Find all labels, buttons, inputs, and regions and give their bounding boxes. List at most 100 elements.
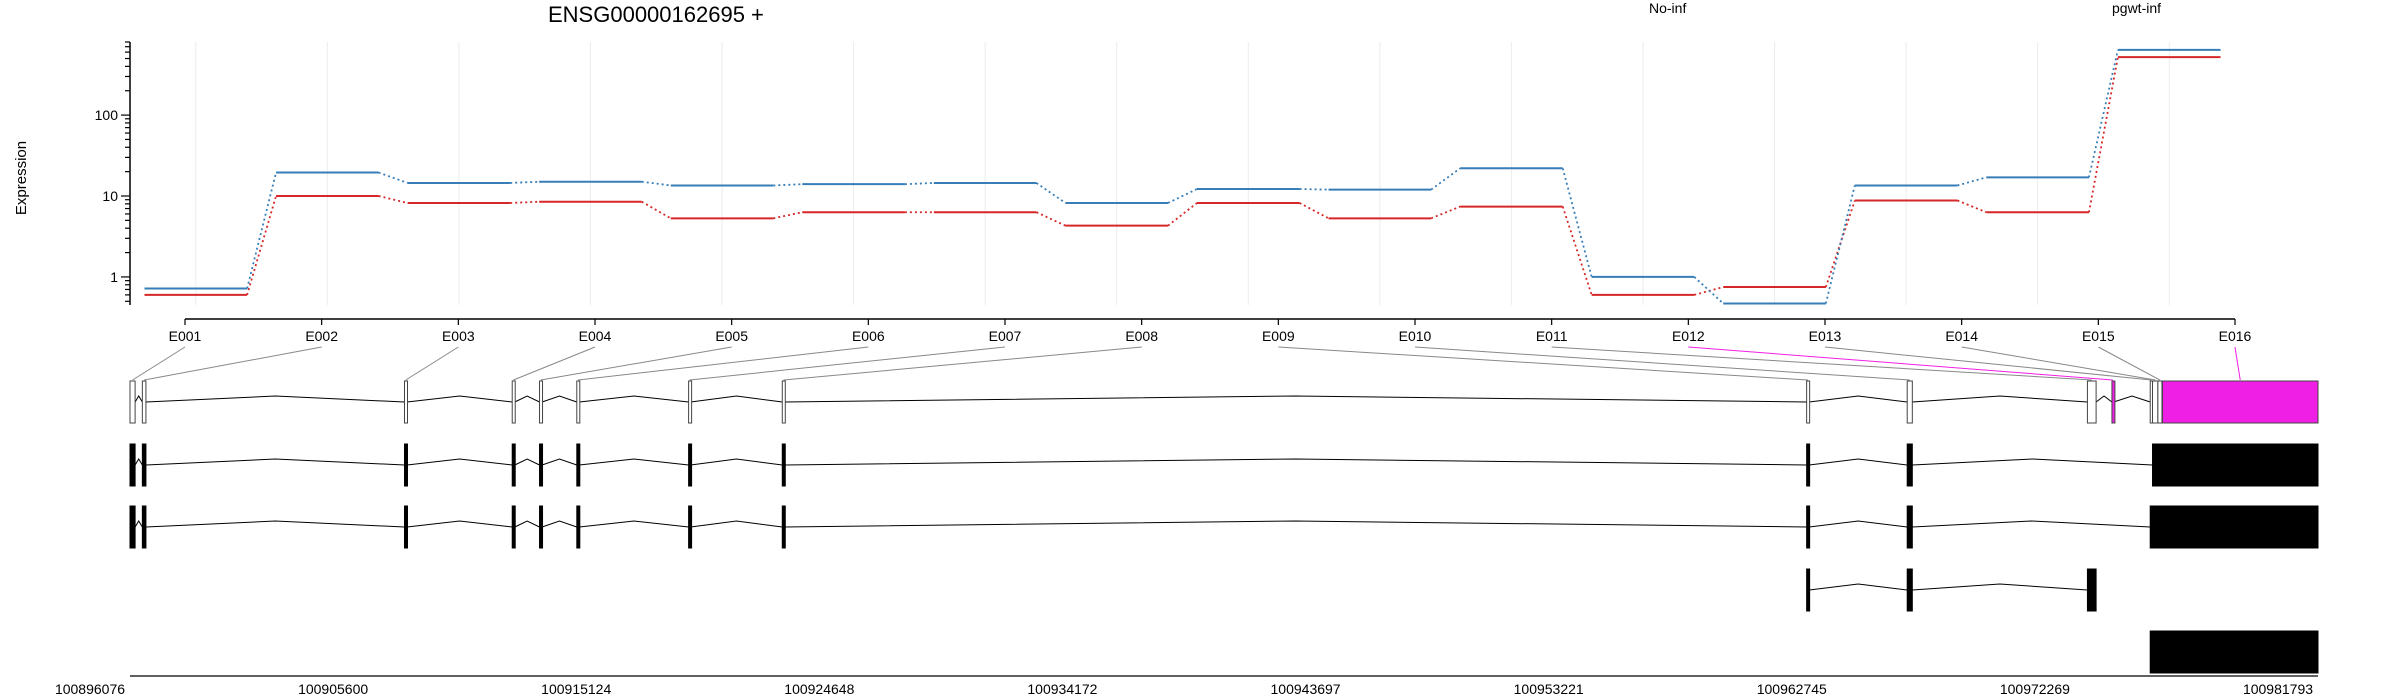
genomic-axis: 100896076 100905600 100915124 100924648 1009…	[55, 675, 2318, 697]
x-tick-label: E009	[1262, 328, 1295, 344]
intron-line	[1809, 583, 1908, 591]
intron-line	[579, 395, 689, 403]
x-tick-label: E005	[715, 328, 748, 344]
exon-box	[2086, 380, 2097, 424]
intron-line	[134, 395, 143, 403]
x-tick-label: E011	[1536, 328, 1568, 344]
exon-connector	[783, 346, 1142, 381]
transcript-exon	[1806, 568, 1811, 612]
x-tick-label: E004	[579, 328, 612, 344]
series-connector	[378, 171, 408, 184]
exon-connector	[405, 346, 459, 381]
transcript-exon	[2152, 505, 2159, 549]
intron-line	[690, 458, 783, 466]
exon-box	[1906, 380, 1913, 424]
series-connector	[1036, 211, 1066, 227]
transcript-track	[129, 443, 2319, 487]
transcript-exon	[2157, 630, 2163, 674]
transcript-exon	[141, 443, 147, 487]
x-tick-label: E013	[1809, 328, 1842, 344]
series-connector	[246, 195, 277, 296]
series-pgwt-inf	[144, 48, 2221, 305]
transcript-exon	[129, 505, 136, 549]
exon-connector	[1961, 346, 2156, 381]
intron-line	[784, 458, 1807, 466]
plot-area: 1 10 100 E001 E002 E003 E004 E005 E006 E007 E008 E0…	[95, 41, 2252, 344]
series-connector	[641, 200, 672, 220]
y-axis-label: Expression	[13, 141, 30, 215]
transcript-track	[129, 505, 2319, 549]
intron-line	[145, 520, 405, 528]
series-connector	[1167, 202, 1198, 227]
exon-box	[576, 380, 581, 424]
x-tick-label: E016	[2219, 328, 2252, 344]
exon-box	[2111, 380, 2116, 424]
series-connector	[2088, 56, 2119, 213]
genomic-coordinate-label: 100915124	[541, 681, 611, 697]
intron-line	[145, 395, 405, 403]
intron-line	[514, 520, 540, 528]
transcript-exon	[129, 443, 136, 487]
genomic-coordinate-label: 100905600	[298, 681, 368, 697]
intron-line	[407, 458, 513, 466]
transcript-exon	[1906, 568, 1913, 612]
exon-box	[2157, 380, 2163, 424]
exon-connector	[1551, 346, 2092, 381]
intron-line	[1809, 395, 1908, 403]
intron-line	[784, 395, 1807, 403]
transcript-exon	[539, 443, 544, 487]
intron-line	[514, 458, 540, 466]
series-connector	[1299, 202, 1329, 220]
genomic-coordinate-label: 100934172	[1027, 681, 1097, 697]
exon-box	[1806, 380, 1811, 424]
exon-box	[404, 380, 409, 424]
series-connector	[378, 195, 408, 204]
exon-connector	[1688, 346, 2113, 381]
intron-line	[541, 458, 577, 466]
intron-line	[145, 458, 405, 466]
y-tick-label: 100	[95, 107, 119, 123]
intron-line	[690, 520, 783, 528]
intron-line	[1809, 520, 1908, 528]
intron-line	[514, 395, 540, 403]
exon-connector	[2234, 346, 2241, 381]
exon-connector	[1414, 346, 1910, 381]
transcript-exon	[404, 505, 409, 549]
series-connector	[1693, 276, 1724, 305]
series-connector	[1035, 182, 1066, 204]
y-tick-label: 10	[102, 188, 118, 204]
transcript-exon	[2161, 505, 2319, 549]
intron-line	[1912, 583, 2088, 591]
intron-line	[1912, 458, 2153, 466]
exon-connector	[1278, 346, 1808, 381]
transcript-exon	[2157, 443, 2163, 487]
exon-connector	[578, 346, 869, 381]
x-tick-label: E003	[442, 328, 475, 344]
exon-connector	[540, 346, 732, 381]
intron-line	[2095, 395, 2113, 403]
series-connector	[1430, 167, 1461, 191]
intron-line	[134, 458, 143, 466]
series-connector	[1824, 185, 1856, 304]
series-connector	[1299, 188, 1329, 191]
series-connector	[1167, 188, 1198, 204]
series-connector	[904, 182, 934, 186]
transcript-exon	[1906, 505, 1913, 549]
transcript-exon	[1806, 505, 1811, 549]
intron-line	[407, 395, 513, 403]
series-connector	[1561, 168, 1593, 278]
intron-line	[784, 520, 1807, 528]
transcript-exon	[688, 443, 693, 487]
exon-box	[511, 380, 516, 424]
series-connector	[1430, 205, 1461, 220]
genomic-coordinate-label: 100981793	[2243, 681, 2313, 697]
series-connector	[1561, 206, 1593, 296]
exon-box	[2152, 380, 2159, 424]
intron-line	[1912, 395, 2088, 403]
x-tick-label: E001	[169, 328, 202, 344]
transcript-exon	[2086, 568, 2097, 612]
transcript-track	[1806, 568, 2097, 612]
transcript-exon	[576, 443, 581, 487]
exon-box	[141, 380, 147, 424]
